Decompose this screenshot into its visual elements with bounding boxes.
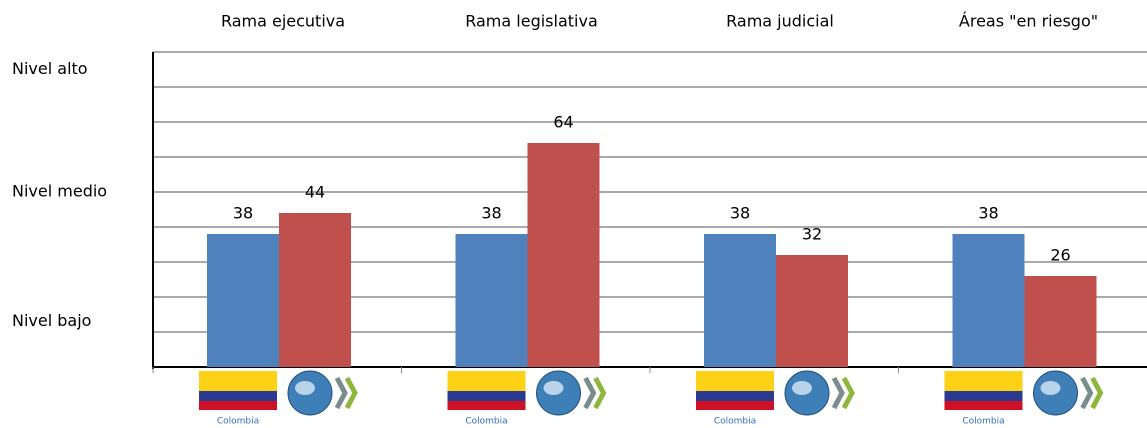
category-label: Rama legislativa [465,12,598,31]
flag-blue [944,391,1023,401]
flag-label: Colombia [217,417,259,427]
globe-land [295,381,315,395]
flag-label: Colombia [962,417,1004,427]
category-label: Rama ejecutiva [221,12,345,31]
flag-icon [447,370,607,416]
flag-yellow [944,371,1023,391]
value-label: 26 [1050,246,1070,265]
flag-red [696,401,774,410]
bar [527,143,600,367]
chevron [841,376,855,410]
category-label: Áreas "en riesgo" [959,12,1098,31]
flag-red [447,401,526,410]
value-label: 64 [553,113,573,132]
bar [1024,276,1097,367]
flag-label: Colombia [465,417,507,427]
flag-yellow [199,371,277,391]
flag-icon [944,370,1104,416]
globe-land [1040,381,1061,395]
bar [207,234,279,367]
value-label: 38 [233,204,253,223]
chevron [1090,376,1104,410]
globe-land [543,381,564,395]
y-tick-label: Nivel bajo [12,311,91,330]
bar [952,234,1025,367]
bar [455,234,528,367]
category-label: Rama judicial [726,12,834,31]
flag-red [199,401,277,410]
flag-blue [447,391,526,401]
value-label: 44 [305,183,325,202]
flag-yellow [696,371,774,391]
bar [704,234,776,367]
bar [776,255,848,367]
chevron [344,376,358,410]
chevron [1080,376,1094,410]
flag-icon [199,370,358,416]
y-tick-label: Nivel alto [12,59,88,78]
value-label: 38 [730,204,750,223]
chevron [831,376,845,410]
value-label: 38 [481,204,501,223]
flag-label: Colombia [714,417,756,427]
y-tick-label: Nivel medio [12,182,107,201]
chevron [593,376,607,410]
flag-icon [696,370,855,416]
flag-blue [696,391,774,401]
value-label: 38 [978,204,998,223]
bar [279,213,351,367]
globe-land [792,381,812,395]
flag-red [944,401,1023,410]
flag-blue [199,391,277,401]
value-label: 32 [802,225,822,244]
flag-yellow [447,371,526,391]
chevron [334,376,348,410]
chevron [583,376,597,410]
